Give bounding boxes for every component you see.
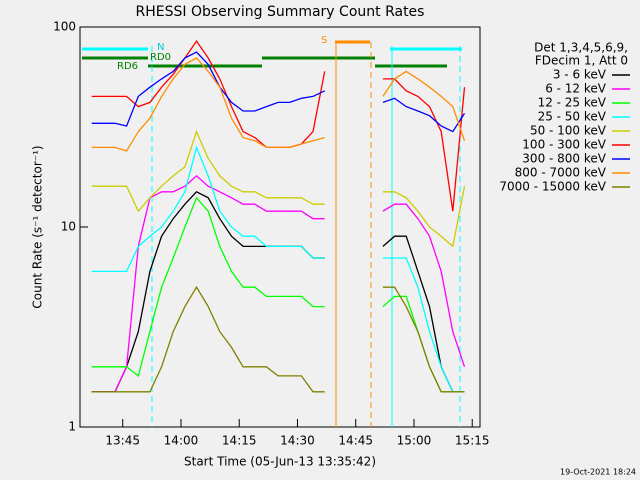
series-line <box>91 57 466 152</box>
series-line <box>91 190 465 393</box>
x-tick-label: 14:45 <box>338 434 373 448</box>
series-line <box>91 145 465 393</box>
x-axis-label: Start Time (05-Jun-13 13:35:42) <box>184 455 376 469</box>
footer: 19-Oct-2021 18:24 <box>560 468 636 477</box>
legend-header: FDecim 1, Att 0 <box>535 54 628 68</box>
y-tick-label: 10 <box>61 220 76 234</box>
y-tick-label: 1 <box>68 420 76 434</box>
legend-label: 12 - 25 keV <box>538 96 607 110</box>
legend-label: 3 - 6 keV <box>553 68 607 82</box>
legend-label: 6 - 12 keV <box>545 82 607 96</box>
x-tick-label: 15:00 <box>397 434 432 448</box>
annotation: RD0 <box>150 52 171 63</box>
y-tick-label: 100 <box>53 20 76 34</box>
x-tick-label: 14:30 <box>280 434 315 448</box>
series-line <box>91 129 466 248</box>
annotation: S <box>321 35 327 46</box>
legend-label: 25 - 50 keV <box>538 110 607 124</box>
legend-label: 800 - 7000 keV <box>515 166 607 180</box>
x-tick-label: 14:15 <box>222 434 257 448</box>
x-tick-label: 13:45 <box>105 434 140 448</box>
legend-label: 100 - 300 keV <box>522 138 606 152</box>
series-line <box>91 196 465 393</box>
x-tick-label: 15:15 <box>455 434 490 448</box>
legend-label: 7000 - 15000 keV <box>499 180 606 194</box>
y-axis-label: Count Rate (s⁻¹ detector⁻¹) <box>31 145 45 308</box>
series-line <box>91 51 466 133</box>
annotation: RD6 <box>117 61 138 72</box>
legend-header: Det 1,3,4,5,6,9, <box>534 41 628 55</box>
chart-title: RHESSI Observing Summary Count Rates <box>136 4 425 20</box>
series-line <box>91 175 466 393</box>
legend-label: 300 - 800 keV <box>522 152 606 166</box>
legend-label: 50 - 100 keV <box>530 124 607 138</box>
attenuator-markers <box>82 40 462 427</box>
series-line <box>91 285 465 393</box>
x-tick-label: 14:00 <box>164 434 199 448</box>
annotation: N <box>157 42 164 53</box>
